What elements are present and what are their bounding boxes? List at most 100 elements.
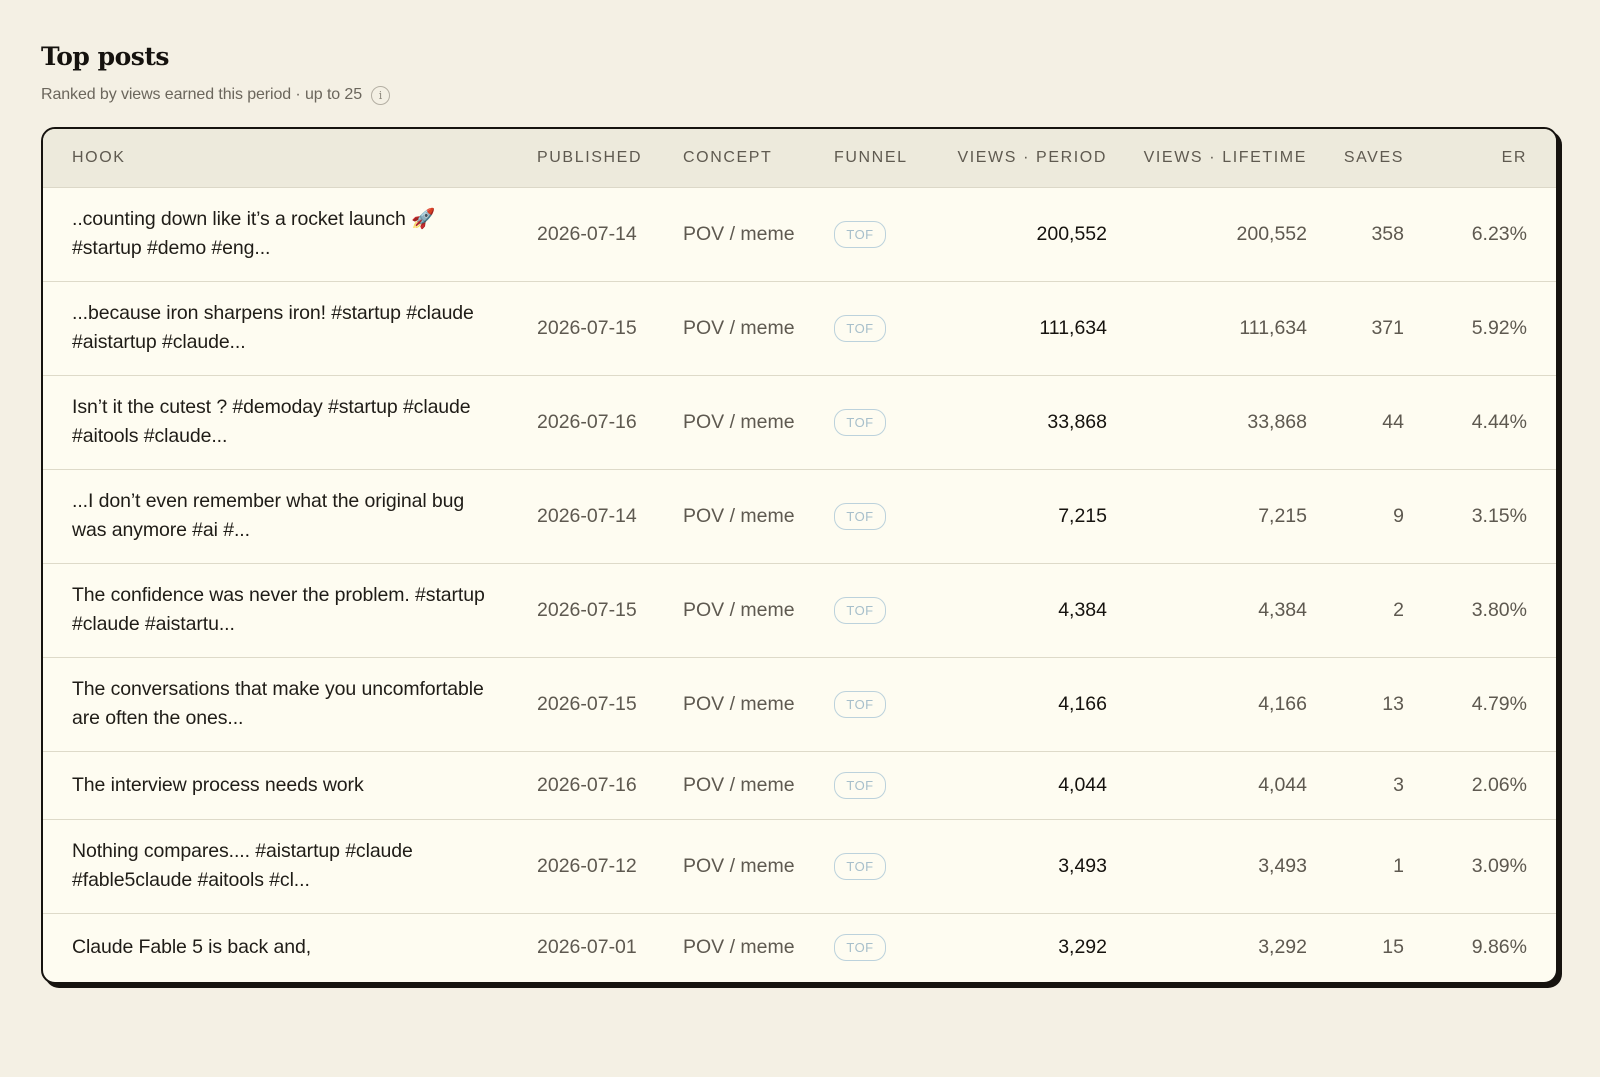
table-row[interactable]: The interview process needs work 2026-07… bbox=[43, 751, 1556, 820]
hook-cell: The conversations that make you uncomfor… bbox=[43, 657, 537, 752]
funnel-badge: TOF bbox=[834, 502, 886, 530]
er-cell: 6.23% bbox=[1404, 187, 1556, 282]
funnel-badge: TOF bbox=[834, 314, 886, 342]
concept-cell: POV / meme bbox=[683, 657, 834, 752]
table-row[interactable]: ...because iron sharpens iron! #startup … bbox=[43, 281, 1556, 376]
hook-text: The interview process needs work bbox=[72, 773, 364, 796]
hook-cell: ...I don’t even remember what the origin… bbox=[43, 469, 537, 564]
table-row[interactable]: ..counting down like it’s a rocket launc… bbox=[43, 187, 1556, 282]
views-period-cell: 33,868 bbox=[944, 375, 1107, 470]
views-lifetime-cell: 4,384 bbox=[1107, 563, 1307, 658]
views-lifetime-cell: 33,868 bbox=[1107, 375, 1307, 470]
funnel-cell: TOF bbox=[834, 469, 944, 564]
funnel-badge: TOF bbox=[834, 933, 886, 961]
views-period-cell: 7,215 bbox=[944, 469, 1107, 564]
funnel-cell: TOF bbox=[834, 657, 944, 752]
funnel-badge: TOF bbox=[834, 690, 886, 718]
column-header-er[interactable]: ER bbox=[1404, 129, 1556, 188]
views-period-cell: 3,493 bbox=[944, 819, 1107, 914]
hook-text: ..counting down like it’s a rocket launc… bbox=[72, 208, 436, 259]
concept-cell: POV / meme bbox=[683, 187, 834, 282]
concept-cell: POV / meme bbox=[683, 751, 834, 820]
published-cell: 2026-07-14 bbox=[537, 187, 683, 282]
views-period-cell: 200,552 bbox=[944, 187, 1107, 282]
funnel-badge: TOF bbox=[834, 596, 886, 624]
concept-cell: POV / meme bbox=[683, 375, 834, 470]
views-lifetime-cell: 4,166 bbox=[1107, 657, 1307, 752]
column-header-published[interactable]: PUBLISHED bbox=[537, 129, 683, 188]
table-header-row: HOOK PUBLISHED CONCEPT FUNNEL VIEWS · PE… bbox=[43, 129, 1556, 188]
concept-cell: POV / meme bbox=[683, 563, 834, 658]
saves-cell: 15 bbox=[1382, 935, 1404, 958]
saves-cell: 2 bbox=[1307, 563, 1404, 658]
column-header-hook[interactable]: HOOK bbox=[43, 129, 537, 188]
subtitle-row: Ranked by views earned this period · up … bbox=[41, 83, 1561, 107]
published-cell: 2026-07-15 bbox=[537, 563, 683, 658]
hook-text: The conversations that make you uncomfor… bbox=[72, 678, 484, 729]
column-header-views-lifetime[interactable]: VIEWS · LIFETIME bbox=[1107, 129, 1307, 188]
saves-cell: 358 bbox=[1307, 187, 1404, 282]
subtitle: Ranked by views earned this period · up … bbox=[41, 86, 363, 103]
hook-text: Claude Fable 5 is back and, bbox=[72, 935, 312, 958]
er-cell: 4.44% bbox=[1404, 375, 1556, 470]
saves-cell: 13 bbox=[1307, 657, 1404, 752]
published-cell: 2026-07-15 bbox=[537, 657, 683, 752]
funnel-badge: TOF bbox=[834, 220, 886, 248]
views-lifetime-cell: 3,493 bbox=[1107, 819, 1307, 914]
views-lifetime-cell: 4,044 bbox=[1107, 751, 1307, 820]
concept-cell: POV / meme bbox=[683, 281, 834, 376]
views-period-cell: 111,634 bbox=[944, 281, 1107, 376]
concept-cell: POV / meme bbox=[683, 819, 834, 914]
er-cell: 4.79% bbox=[1404, 657, 1556, 752]
column-header-saves[interactable]: SAVES bbox=[1307, 129, 1404, 188]
hook-text: Nothing compares.... #aistartup #claude … bbox=[72, 840, 413, 891]
views-period-cell: 3,292 bbox=[1058, 935, 1107, 958]
funnel-badge: TOF bbox=[834, 408, 886, 436]
funnel-badge: TOF bbox=[834, 771, 886, 799]
hook-text: Isn’t it the cutest ? #demoday #startup … bbox=[72, 396, 471, 447]
top-posts-table: HOOK PUBLISHED CONCEPT FUNNEL VIEWS · PE… bbox=[43, 129, 1556, 981]
published-cell: 2026-07-16 bbox=[537, 375, 683, 470]
hook-cell: Isn’t it the cutest ? #demoday #startup … bbox=[43, 375, 537, 470]
concept-cell: POV / meme bbox=[683, 469, 834, 564]
funnel-cell: TOF bbox=[834, 913, 944, 981]
saves-cell: 44 bbox=[1307, 375, 1404, 470]
hook-cell: The confidence was never the problem. #s… bbox=[43, 563, 537, 658]
published-cell: 2026-07-16 bbox=[537, 751, 683, 820]
column-header-views-period[interactable]: VIEWS · PERIOD bbox=[944, 129, 1107, 188]
hook-text: The confidence was never the problem. #s… bbox=[72, 584, 485, 635]
column-header-concept[interactable]: CONCEPT bbox=[683, 129, 834, 188]
table-row[interactable]: ...I don’t even remember what the origin… bbox=[43, 469, 1556, 564]
column-header-funnel[interactable]: FUNNEL bbox=[834, 129, 944, 188]
table-row[interactable]: Isn’t it the cutest ? #demoday #startup … bbox=[43, 375, 1556, 470]
saves-cell: 3 bbox=[1307, 751, 1404, 820]
er-cell: 5.92% bbox=[1404, 281, 1556, 376]
hook-text: ...because iron sharpens iron! #startup … bbox=[72, 302, 474, 353]
saves-cell: 1 bbox=[1307, 819, 1404, 914]
table-body: ..counting down like it’s a rocket launc… bbox=[43, 187, 1556, 981]
views-period-cell: 4,384 bbox=[944, 563, 1107, 658]
table-row[interactable]: The confidence was never the problem. #s… bbox=[43, 563, 1556, 658]
views-lifetime-cell: 111,634 bbox=[1107, 281, 1307, 376]
hook-cell: The interview process needs work bbox=[43, 751, 537, 820]
table-row[interactable]: Claude Fable 5 is back and, 2026-07-01 P… bbox=[43, 913, 1556, 981]
views-lifetime-cell: 3,292 bbox=[1258, 935, 1307, 958]
hook-cell: ..counting down like it’s a rocket launc… bbox=[43, 187, 537, 282]
funnel-cell: TOF bbox=[834, 375, 944, 470]
funnel-badge: TOF bbox=[834, 852, 886, 880]
info-icon[interactable]: i bbox=[371, 85, 391, 105]
funnel-cell: TOF bbox=[834, 751, 944, 820]
published-cell: 2026-07-12 bbox=[537, 819, 683, 914]
er-cell: 3.15% bbox=[1404, 469, 1556, 564]
table-row[interactable]: The conversations that make you uncomfor… bbox=[43, 657, 1556, 752]
table-row[interactable]: Nothing compares.... #aistartup #claude … bbox=[43, 819, 1556, 914]
top-posts-header: Top posts Ranked by views earned this pe… bbox=[41, 42, 1561, 107]
saves-cell: 371 bbox=[1307, 281, 1404, 376]
published-cell: 2026-07-14 bbox=[537, 469, 683, 564]
funnel-cell: TOF bbox=[834, 281, 944, 376]
er-cell: 9.86% bbox=[1471, 935, 1527, 958]
er-cell: 2.06% bbox=[1404, 751, 1556, 820]
er-cell: 3.09% bbox=[1404, 819, 1556, 914]
funnel-cell: TOF bbox=[834, 187, 944, 282]
top-posts-card: HOOK PUBLISHED CONCEPT FUNNEL VIEWS · PE… bbox=[41, 127, 1558, 984]
